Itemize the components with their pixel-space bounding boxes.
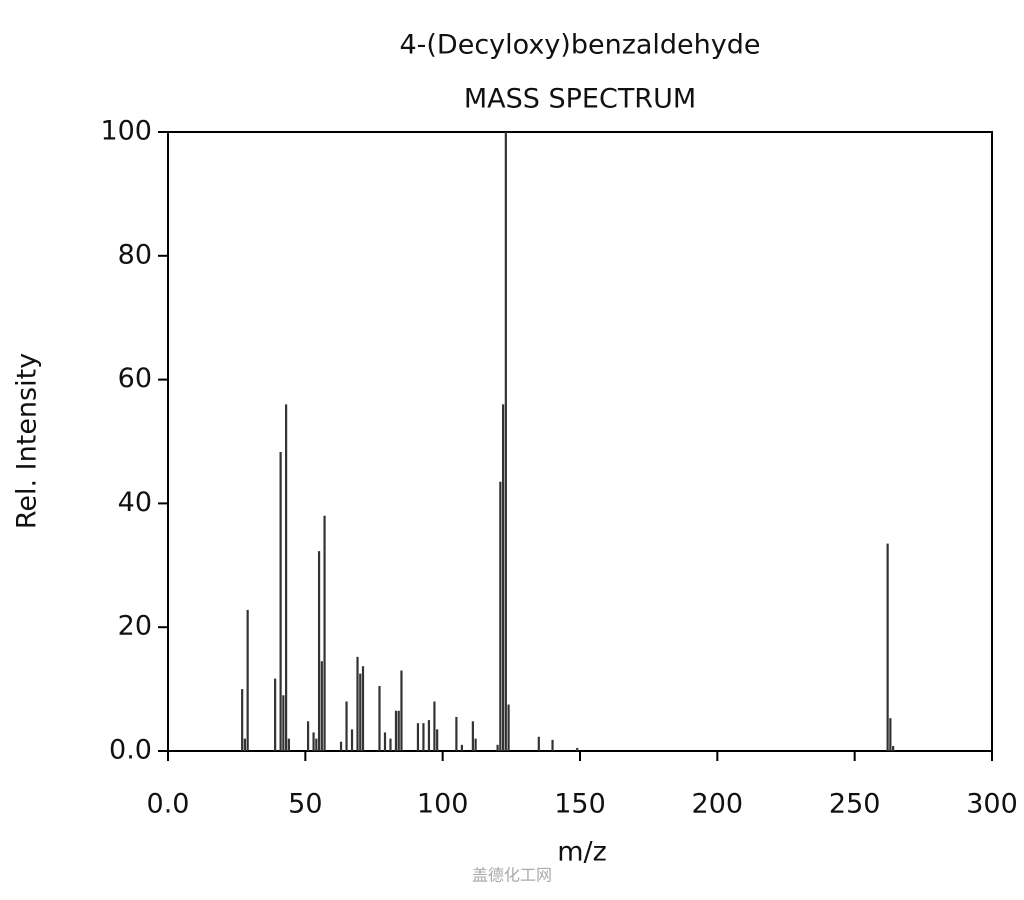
y-axis-label: Rel. Intensity (12, 353, 43, 529)
x-tick-label: 300 (966, 789, 1018, 820)
y-tick-label: 60 (118, 363, 152, 394)
x-tick-label: 200 (692, 789, 744, 820)
y-tick-label: 40 (118, 487, 152, 518)
watermark: 盖德化工网 (472, 866, 552, 885)
x-tick-label: 100 (417, 789, 469, 820)
plot-frame (167, 131, 993, 752)
x-tick-label: 0.0 (147, 789, 190, 820)
y-tick-label: 0.0 (109, 735, 152, 766)
x-tick-label: 250 (829, 789, 881, 820)
chart-title: 4-(Decyloxy)benzaldehyde (399, 30, 760, 61)
chart-subtitle: MASS SPECTRUM (464, 84, 696, 115)
x-axis-label: m/z (557, 837, 607, 868)
x-tick-label: 150 (554, 789, 606, 820)
x-tick-label: 50 (288, 789, 322, 820)
y-tick-label: 20 (118, 611, 152, 642)
y-tick-label: 80 (118, 239, 152, 270)
y-tick-label: 100 (100, 116, 152, 147)
